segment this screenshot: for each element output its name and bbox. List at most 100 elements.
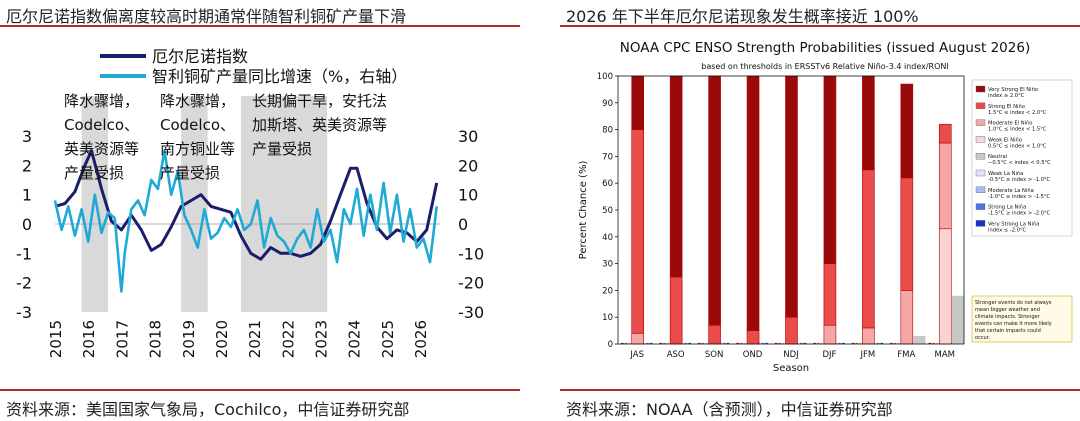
y-tick-label: 50 xyxy=(602,206,613,216)
season-label: OND xyxy=(743,350,763,360)
season-label: SON xyxy=(705,350,723,360)
legend-name: Strong La Niña xyxy=(988,205,1026,211)
left-y-tick: -3 xyxy=(16,303,32,322)
x-tick-year: 2018 xyxy=(147,320,165,358)
y-tick-label: 30 xyxy=(602,260,613,270)
season-label: DJF xyxy=(822,350,836,360)
right-source-note: 资料来源：NOAA（含预测），中信证券研究部 xyxy=(566,400,893,419)
left-y-tick: 3 xyxy=(22,127,32,146)
season-label: FMA xyxy=(897,350,915,360)
x-tick-year: 2022 xyxy=(279,320,297,358)
season-label: ASO xyxy=(667,350,685,360)
bar-segment xyxy=(900,290,914,345)
legend-swatch xyxy=(975,136,986,143)
season-label: JFM xyxy=(860,350,876,360)
note-box xyxy=(971,295,1073,343)
bar-segment xyxy=(785,75,798,318)
y-tick-label: 20 xyxy=(602,286,613,296)
note-line: that certain impacts could xyxy=(975,328,1041,334)
season-label: MAM xyxy=(935,350,955,360)
annotation-line: 南方铜业等 xyxy=(160,140,235,158)
x-tick-year: 2020 xyxy=(213,320,231,358)
bar-segment xyxy=(708,75,721,326)
right-source-rule xyxy=(560,389,1080,391)
bar-segment xyxy=(951,295,964,344)
left-y-tick: 1 xyxy=(22,186,32,205)
y-tick-label: 70 xyxy=(602,152,613,162)
bar-segment xyxy=(631,129,645,334)
note-line: climate impacts. Stronger xyxy=(975,314,1041,320)
right-y-tick: -30 xyxy=(458,303,484,322)
legend-swatch xyxy=(975,119,986,126)
bar-segment xyxy=(862,327,875,345)
y-tick-label: 10 xyxy=(602,313,613,323)
left-panel: 厄尔尼诺指数偏离度较高时期通常伴随智利铜矿产量下滑 3 2 1 0 -1 -2 -3 30 20… xyxy=(0,0,520,421)
enso-x-axis-label: Season xyxy=(773,363,809,374)
legend-range: -0.5°C ≥ index > -1.0°C xyxy=(988,177,1051,183)
x-tick-year: 2016 xyxy=(80,320,98,358)
left-source-rule xyxy=(0,389,520,391)
x-tick-year: 2019 xyxy=(180,320,198,358)
note-text: Stronger events do not always mean bigger… xyxy=(975,300,1052,341)
legend-swatch xyxy=(975,220,986,227)
left-y-tick: 2 xyxy=(22,156,32,175)
legend-name: Weak El Niño xyxy=(988,137,1022,143)
legend-swatch xyxy=(975,152,986,160)
legend-name: Very Strong El Niño xyxy=(988,87,1038,93)
bar-segment xyxy=(823,263,837,326)
note-line: mean bigger weather and xyxy=(975,307,1040,313)
annotation-line: 产量受损 xyxy=(252,140,312,158)
annotation-line: 长期偏干旱，安托法 xyxy=(252,92,387,110)
shaded-period-1 xyxy=(81,96,109,312)
right-panel-title: 2026 年下半年厄尔尼诺现象发生概率接近 100% xyxy=(566,7,919,26)
legend-range: index ≤ -2.0°C xyxy=(988,227,1027,233)
left-y-tick: -2 xyxy=(16,274,32,293)
left-source-note: 资料来源：美国国家气象局，Cochilco，中信证券研究部 xyxy=(6,400,410,419)
bar-segment xyxy=(669,75,683,278)
note-line: events can make it more likely xyxy=(975,321,1052,327)
right-y-tick: 10 xyxy=(458,186,478,205)
y-tick-label: 60 xyxy=(602,179,613,189)
legend-swatch xyxy=(975,186,986,194)
legend-range: 1.0°C ≤ index < 1.5°C xyxy=(988,127,1047,133)
legend-name: Strong El Niño xyxy=(988,104,1025,110)
bar-segment xyxy=(708,324,721,345)
right-y-tick: -10 xyxy=(458,244,484,263)
right-y-tick: -20 xyxy=(458,274,484,293)
legend-range: -1.5°C ≥ index > -2.0°C xyxy=(988,211,1051,217)
y-tick-label: 80 xyxy=(602,126,613,136)
right-panel: 2026 年下半年厄尔尼诺现象发生概率接近 100% NOAA CPC ENSO… xyxy=(560,0,1080,421)
note-line: Stronger events do not always xyxy=(975,300,1052,306)
right-title-rule xyxy=(560,25,1080,27)
bar-segment xyxy=(746,75,760,331)
legend-name: Very Strong La Niña xyxy=(988,221,1039,227)
legend-swatch xyxy=(975,85,986,93)
legend-swatch xyxy=(975,102,986,110)
y-tick-label: 100 xyxy=(597,72,613,82)
enso-y-axis-label: Percent Chance (%) xyxy=(578,161,589,260)
legend-box xyxy=(971,79,1073,237)
enso-probability-chart: NOAA CPC ENSO Strength Probabilities (is… xyxy=(578,40,1073,374)
legend-name: Neutral xyxy=(988,154,1007,160)
annotation-line: 降水骤增， xyxy=(64,92,139,110)
annotation-line: Codelco、 xyxy=(160,116,235,134)
bar-segment xyxy=(823,324,837,345)
legend-swatch xyxy=(975,169,986,177)
bar-segment xyxy=(862,169,875,329)
x-tick-year: 2025 xyxy=(379,320,397,358)
x-tick-year: 2015 xyxy=(47,320,65,358)
right-y-tick: 0 xyxy=(458,215,468,234)
x-tick-year: 2023 xyxy=(313,320,331,358)
enso-chart-title: NOAA CPC ENSO Strength Probabilities (is… xyxy=(620,40,1030,56)
legend-range: -1.0°C ≥ index > -1.5°C xyxy=(988,194,1051,200)
bar-segment xyxy=(823,75,837,264)
bar-segment xyxy=(900,83,914,179)
right-y-tick: 30 xyxy=(458,127,478,146)
legend-name: Moderate El Niño xyxy=(988,121,1032,127)
y-tick-label: 90 xyxy=(602,99,613,109)
x-tick-year: 2024 xyxy=(346,320,364,358)
bar-segment xyxy=(913,335,926,344)
y-tick-label: 40 xyxy=(602,233,613,243)
left-title-rule xyxy=(0,25,520,27)
right-y-tick: 20 xyxy=(458,156,478,175)
